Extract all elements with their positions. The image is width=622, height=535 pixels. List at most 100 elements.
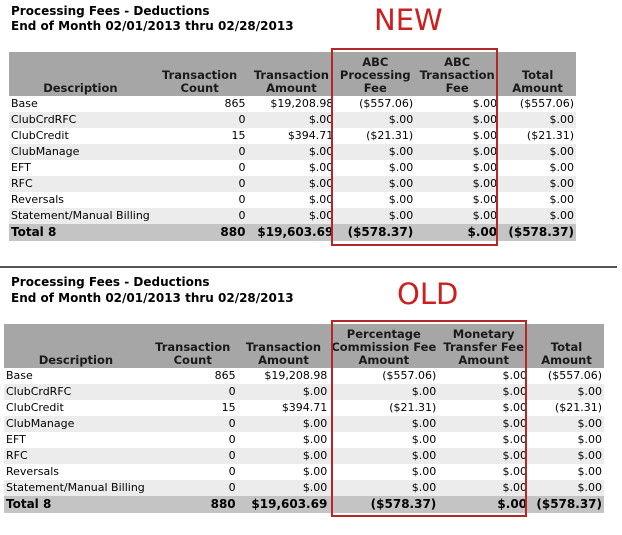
table-row: ClubCrdRFC 0 $.00 $.00 $.00 $.00 (4, 384, 604, 400)
cell-amount: $394.71 (287, 129, 334, 142)
total-total: ($578.37) (529, 496, 604, 513)
cell-desc: ClubCrdRFC (4, 384, 148, 400)
col-header-total: Total Amount (499, 52, 576, 96)
cell-count: 0 (238, 161, 246, 174)
cell-amount: $394.71 (281, 401, 328, 414)
cell-fee1: $.00 (329, 448, 439, 464)
cell-fee1: $.00 (335, 144, 416, 160)
cell-fee2: $.00 (415, 144, 500, 160)
cell-desc: ClubCredit (11, 129, 69, 142)
total-row: Total 8 880 $19,603.69 ($578.37) $.00 ($… (9, 224, 576, 241)
total-count: 880 (147, 496, 238, 513)
col-header-txn-count: Transaction Count (147, 324, 238, 368)
total-desc: Total 8 (9, 224, 152, 241)
cell-count: 0 (151, 176, 248, 192)
cell-count: 0 (147, 480, 238, 496)
cell-fee1: $.00 (329, 416, 439, 432)
report-title: Processing Fees - Deductions (11, 4, 210, 18)
cell-fee1: $.00 (335, 176, 416, 192)
col-header-txn-amount: Transaction Amount (247, 52, 336, 96)
cell-fee1: $.00 (329, 384, 439, 400)
cell-count: 865 (224, 97, 246, 110)
cell-count: 865 (214, 369, 236, 382)
table-row: Reversals 0 $.00 $.00 $.00 $.00 (9, 192, 576, 208)
total-fee2: $.00 (438, 496, 530, 513)
cell-desc: Reversals (6, 465, 59, 478)
old-label: OLD (397, 277, 459, 311)
cell-fee2: $.00 (438, 448, 530, 464)
new-label: NEW (374, 3, 443, 37)
cell-fee2: $.00 (415, 176, 500, 192)
cell-amount: $19,208.98 (264, 369, 328, 382)
table-row: ClubManage 0 $.00 $.00 $.00 $.00 (9, 144, 576, 160)
cell-total: $.00 (549, 161, 575, 174)
total-count: 880 (151, 224, 248, 241)
cell-count: 0 (147, 416, 238, 432)
cell-fee2: $.00 (502, 369, 528, 382)
cell-desc: ClubManage (9, 144, 152, 160)
cell-count: 0 (151, 208, 248, 224)
cell-amount: $.00 (237, 384, 330, 400)
table-row: Statement/Manual Billing 0 $.00 $.00 $.00 $.0… (9, 208, 576, 224)
fees-table: Description Transaction Count Transaction… (9, 52, 576, 241)
cell-fee1: ($21.31) (366, 129, 414, 142)
cell-total: ($557.06) (519, 97, 574, 110)
cell-fee1: $.00 (329, 480, 439, 496)
col-header-description: Description (4, 324, 148, 368)
cell-desc: ClubCrdRFC (9, 112, 152, 128)
table-row: Statement/Manual Billing 0 $.00 $.00 $.00 $.0… (4, 480, 604, 496)
cell-fee2: $.00 (502, 465, 528, 478)
new-report-section: Processing Fees - Deductions End of Mont… (0, 0, 622, 260)
cell-amount: $.00 (247, 144, 336, 160)
cell-count: 15 (221, 401, 236, 414)
cell-fee1: $.00 (411, 465, 437, 478)
col-header-txn-count: Transaction Count (151, 52, 248, 96)
cell-fee2: $.00 (415, 112, 500, 128)
cell-desc: EFT (6, 433, 26, 446)
cell-fee2: $.00 (472, 161, 498, 174)
fees-table: Description Transaction Count Transaction… (4, 324, 604, 513)
col-header-fee1: Percentage Commission Fee Amount (329, 324, 439, 368)
cell-total: $.00 (549, 193, 575, 206)
cell-total: $.00 (529, 416, 604, 432)
table-row: Reversals 0 $.00 $.00 $.00 $.00 (4, 464, 604, 480)
section-divider (0, 266, 617, 268)
cell-amount: $.00 (237, 416, 330, 432)
cell-total: $.00 (499, 208, 576, 224)
old-fee-columns-highlight (331, 320, 527, 517)
cell-count: 0 (147, 384, 238, 400)
cell-amount: $.00 (308, 193, 334, 206)
cell-fee2: $.00 (415, 208, 500, 224)
cell-fee1: $.00 (335, 112, 416, 128)
table-row: ClubCredit 15 $394.71 ($21.31) $.00 ($21.31) (9, 128, 576, 144)
cell-fee2: $.00 (472, 193, 498, 206)
cell-fee1: ($557.06) (382, 369, 437, 382)
cell-desc: RFC (9, 176, 152, 192)
cell-desc: Base (11, 97, 38, 110)
col-header-fee2: Monetary Transfer Fee Amount (438, 324, 530, 368)
table-row: EFT 0 $.00 $.00 $.00 $.00 (4, 432, 604, 448)
cell-fee1: $.00 (388, 193, 414, 206)
table-row: RFC 0 $.00 $.00 $.00 $.00 (9, 176, 576, 192)
table-row: ClubManage 0 $.00 $.00 $.00 $.00 (4, 416, 604, 432)
table-row: Base 865 $19,208.98 ($557.06) $.00 ($557.06) (9, 96, 576, 112)
cell-desc: EFT (11, 161, 31, 174)
col-header-fee2: ABC Transaction Fee (415, 52, 500, 96)
cell-total: $.00 (529, 448, 604, 464)
cell-desc: ClubCredit (6, 401, 64, 414)
col-header-txn-amount: Transaction Amount (237, 324, 330, 368)
cell-total: ($557.06) (547, 369, 602, 382)
cell-fee2: $.00 (472, 97, 498, 110)
cell-total: $.00 (577, 433, 603, 446)
total-row: Total 8 880 $19,603.69 ($578.37) $.00 ($… (4, 496, 604, 513)
cell-amount: $.00 (308, 161, 334, 174)
cell-amount: $.00 (247, 112, 336, 128)
cell-count: 0 (151, 112, 248, 128)
cell-fee1: ($21.31) (389, 401, 437, 414)
cell-fee1: $.00 (335, 208, 416, 224)
cell-fee1: ($557.06) (359, 97, 414, 110)
cell-amount: $.00 (237, 448, 330, 464)
cell-count: 0 (151, 144, 248, 160)
cell-fee2: $.00 (472, 129, 498, 142)
cell-fee1: $.00 (411, 433, 437, 446)
